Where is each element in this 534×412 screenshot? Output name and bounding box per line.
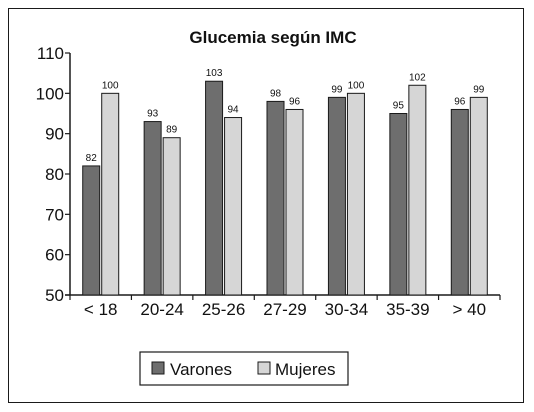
data-label: 94 bbox=[228, 105, 240, 116]
axes: 50 60 70 80 90 100 110 < 18 20-24 25-26 27-29 30-34… bbox=[36, 44, 501, 319]
x-tick-label: 30-34 bbox=[325, 300, 368, 319]
bar-varones-6 bbox=[450, 108, 469, 296]
legend-label-varones: Varones bbox=[170, 360, 232, 379]
y-tick-label: 100 bbox=[36, 84, 64, 103]
bar-varones-2 bbox=[205, 80, 224, 296]
legend: Varones Mujeres bbox=[139, 351, 349, 386]
y-tick-label: 60 bbox=[45, 246, 64, 265]
x-tick-label: 20-24 bbox=[140, 300, 183, 319]
bar-mujeres-6 bbox=[469, 96, 488, 296]
chart-title: Glucemia según IMC bbox=[189, 28, 356, 47]
bar-mujeres-1 bbox=[162, 137, 181, 296]
data-label: 100 bbox=[102, 80, 119, 91]
y-tick-label: 80 bbox=[45, 165, 64, 184]
y-tick-label: 70 bbox=[45, 205, 64, 224]
x-tick-label: 27-29 bbox=[263, 300, 306, 319]
data-label: 99 bbox=[331, 84, 343, 95]
legend-box bbox=[139, 351, 349, 386]
bar-mujeres-0 bbox=[101, 92, 120, 296]
data-label: 100 bbox=[348, 80, 365, 91]
legend-swatch-mujeres bbox=[257, 361, 271, 375]
x-tick-label: < 18 bbox=[84, 300, 118, 319]
bar-varones-5 bbox=[389, 113, 408, 296]
data-label: 99 bbox=[473, 84, 485, 95]
bar-mujeres-3 bbox=[285, 108, 304, 296]
legend-swatch-varones bbox=[151, 361, 165, 375]
bar-varones-0 bbox=[82, 165, 101, 296]
x-tick-label: > 40 bbox=[453, 300, 487, 319]
data-label: 98 bbox=[270, 88, 282, 99]
bar-mujeres-5 bbox=[408, 84, 427, 296]
legend-label-mujeres: Mujeres bbox=[275, 360, 335, 379]
data-label: 96 bbox=[454, 96, 466, 107]
data-label: 93 bbox=[147, 109, 159, 120]
bar-varones-1 bbox=[143, 121, 162, 296]
data-label: 102 bbox=[409, 72, 426, 83]
bar-mujeres-2 bbox=[224, 117, 243, 296]
y-tick-label: 90 bbox=[45, 125, 64, 144]
x-tick-label: 35-39 bbox=[386, 300, 429, 319]
data-labels: 82 100 93 89 103 94 98 96 99 100 95 102 96 99 bbox=[86, 68, 485, 164]
data-label: 103 bbox=[206, 68, 223, 79]
x-tick-label: 25-26 bbox=[202, 300, 245, 319]
bar-varones-4 bbox=[327, 96, 346, 296]
y-tick-label: 110 bbox=[37, 44, 64, 63]
data-label: 96 bbox=[289, 96, 301, 107]
data-label: 82 bbox=[86, 153, 98, 164]
data-label: 95 bbox=[393, 101, 405, 112]
data-label: 89 bbox=[166, 125, 178, 136]
bars bbox=[82, 80, 488, 296]
y-tick-label: 50 bbox=[45, 286, 64, 305]
bar-mujeres-4 bbox=[346, 92, 365, 296]
bar-varones-3 bbox=[266, 100, 285, 296]
